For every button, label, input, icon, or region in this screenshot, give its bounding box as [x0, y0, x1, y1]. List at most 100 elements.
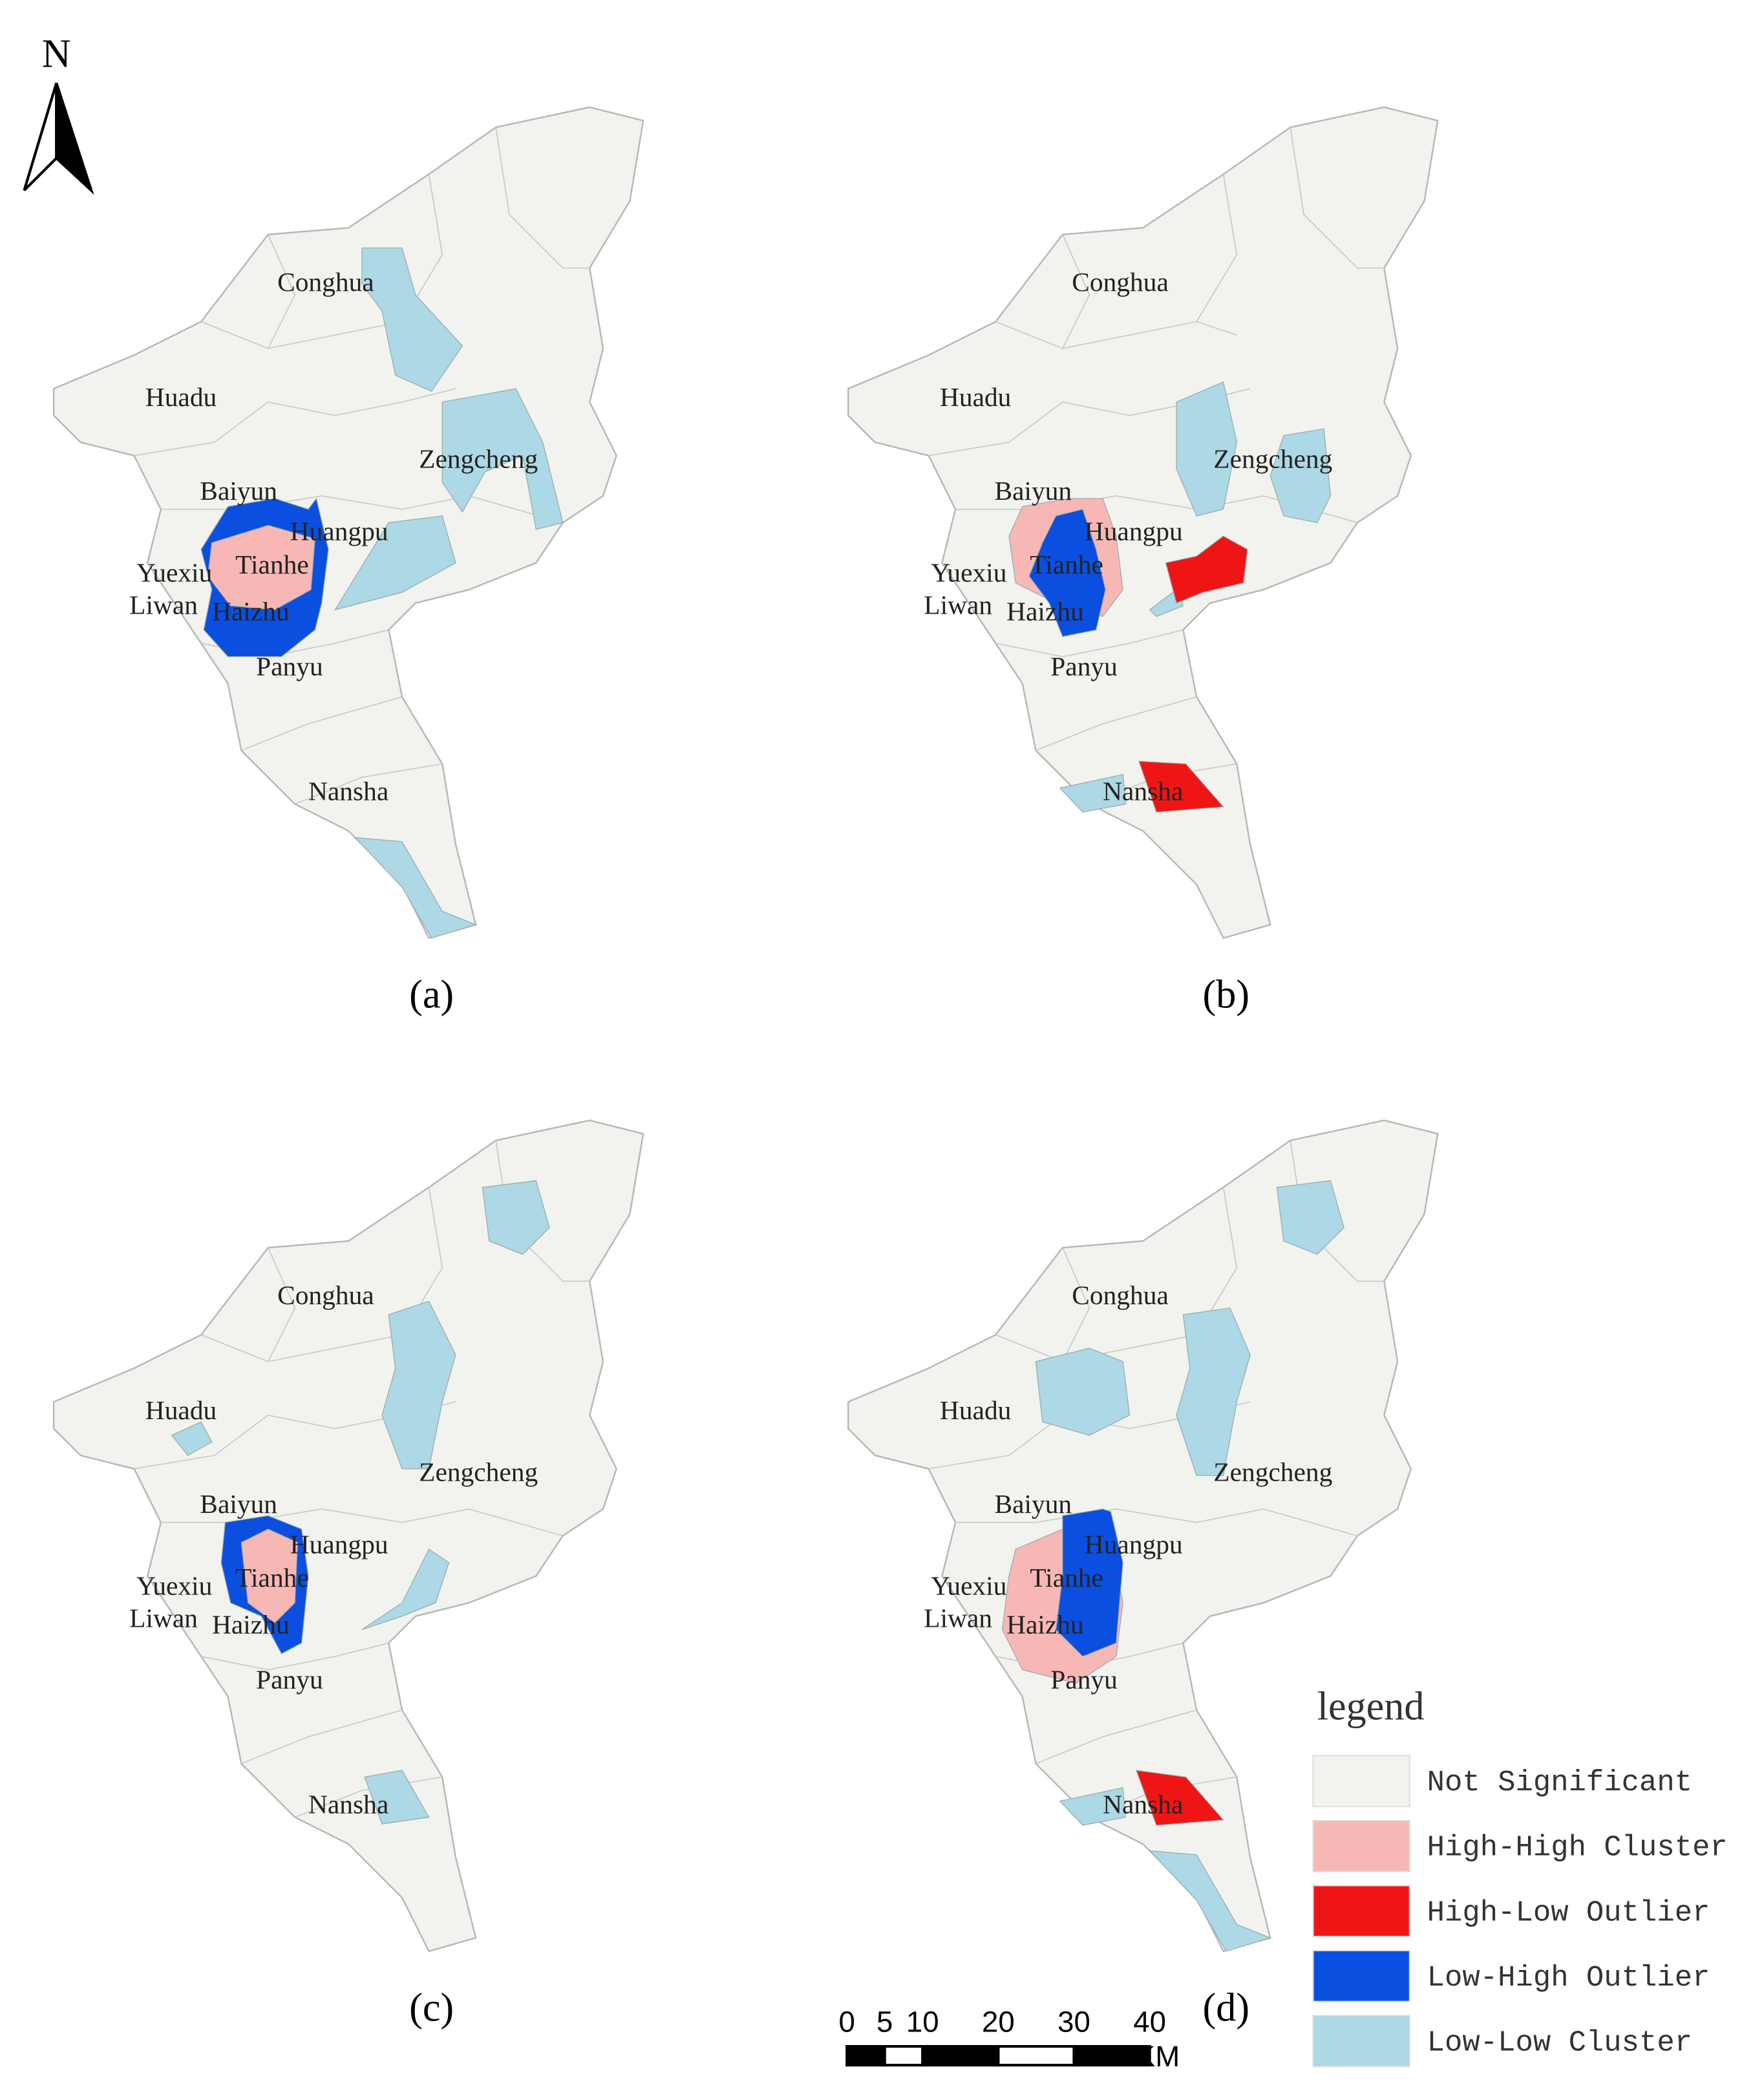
district-label: Nansha: [1103, 1789, 1183, 1819]
legend: legend Not Significant High-High Cluster H…: [1312, 1684, 1728, 2068]
scale-tick-label: 20: [982, 2005, 1015, 2038]
district-label: Huangpu: [1085, 516, 1183, 546]
district-label: Huadu: [940, 1395, 1012, 1425]
cluster-region: [361, 247, 463, 392]
cluster-region: [1055, 1508, 1123, 1657]
district-label: Haizhu: [212, 597, 290, 627]
cluster-region: [361, 1548, 450, 1631]
district-label: Tianhe: [235, 1563, 309, 1592]
district-label: Nansha: [308, 1789, 388, 1819]
district-label: Baiyun: [200, 476, 277, 506]
scale-tick-label: 10: [906, 2005, 939, 2038]
cluster-region: [1176, 381, 1237, 517]
panel-label: (d): [1203, 1986, 1250, 2030]
legend-swatch: [1312, 1819, 1410, 1872]
district-label: Baiyun: [994, 1489, 1072, 1519]
map-panel: Conghua Huadu Baiyun Zengcheng Huangpu Yuexiu…: [52, 106, 644, 1017]
panel-label: (c): [409, 1986, 454, 2030]
district-label: Yuexiu: [931, 558, 1007, 588]
district-label: Huangpu: [290, 1529, 388, 1559]
cluster-region: [171, 1421, 213, 1456]
district-label: Liwan: [924, 1603, 992, 1633]
scale-tick-label: 40: [1133, 2005, 1166, 2038]
district-label: Conghua: [1072, 1280, 1169, 1310]
scale-segment: [883, 2045, 924, 2067]
district-label: Huangpu: [1085, 1529, 1183, 1559]
district-label: Baiyun: [994, 476, 1072, 506]
north-arrow: N: [23, 32, 94, 195]
district-label: Haizhu: [212, 1610, 290, 1640]
cluster-region: [1176, 1307, 1251, 1476]
legend-label: High-Low Outlier: [1427, 1896, 1710, 1929]
district-label: Tianhe: [1030, 1563, 1103, 1592]
legend-label: Low-Low Cluster: [1427, 2026, 1692, 2059]
district-label: Yuexiu: [931, 1571, 1007, 1601]
cluster-region: [1059, 774, 1126, 813]
district-label: Yuexiu: [136, 558, 213, 588]
district-label: Huadu: [145, 1395, 217, 1425]
cluster-region: [381, 1300, 456, 1470]
legend-swatch: [1312, 1755, 1410, 1808]
district-label: Haizhu: [1006, 1610, 1084, 1640]
legend-swatch: [1312, 2015, 1410, 2068]
cluster-region: [1269, 428, 1332, 524]
district-label: Panyu: [1050, 1665, 1118, 1695]
scale-tick-label: 30: [1057, 2005, 1090, 2038]
panel-label: (a): [409, 973, 454, 1017]
legend-label: High-High Cluster: [1427, 1831, 1728, 1865]
district-label: Zengcheng: [1213, 1457, 1332, 1486]
cluster-region: [240, 1528, 299, 1623]
scale-segment: [921, 2045, 1000, 2067]
cluster-region: [1028, 508, 1106, 638]
district-label: Zengcheng: [419, 1457, 538, 1486]
district-label: Liwan: [129, 590, 198, 619]
district-label: Yuexiu: [136, 1571, 213, 1601]
cluster-region: [482, 1180, 550, 1255]
district-label: Tianhe: [1030, 550, 1103, 579]
cluster-region: [207, 524, 315, 610]
district-label: Huadu: [940, 382, 1012, 412]
cluster-region: [1059, 1787, 1126, 1826]
legend-label: Low-High Outlier: [1427, 1961, 1710, 1995]
cluster-region: [1276, 1180, 1344, 1255]
district-label: Liwan: [129, 1603, 198, 1633]
district-label: Zengcheng: [419, 444, 538, 473]
district-label: Tianhe: [235, 550, 309, 579]
district-label: Huangpu: [290, 516, 388, 546]
district-label: Conghua: [277, 267, 374, 297]
cluster-region: [1149, 1850, 1272, 1952]
district-label: Huadu: [145, 382, 217, 412]
scale-tick-label: 0: [839, 2005, 855, 2038]
legend-label: Not Significant: [1427, 1766, 1692, 1799]
legend-title: legend: [1317, 1684, 1425, 1728]
north-label: N: [42, 32, 71, 76]
district-label: Zengcheng: [1213, 444, 1332, 473]
district-label: Baiyun: [200, 1489, 277, 1519]
district-label: Panyu: [256, 652, 323, 681]
scale-unit: KM: [1136, 2040, 1180, 2073]
cluster-region: [334, 515, 456, 611]
district-label: Liwan: [924, 590, 992, 619]
cluster-region: [1165, 535, 1248, 604]
scale-segment: [845, 2045, 886, 2067]
map-panel: Conghua Huadu Baiyun Zengcheng Huangpu Yuexiu…: [847, 1119, 1439, 2030]
cluster-region: [1035, 1347, 1131, 1436]
district-label: Conghua: [277, 1280, 374, 1310]
cluster-region: [1138, 760, 1224, 813]
scale-tick-label: 5: [876, 2005, 893, 2038]
cluster-region: [364, 1770, 430, 1825]
map-panel: Conghua Huadu Baiyun Zengcheng Huangpu Yuexiu…: [52, 1119, 644, 2030]
district-label: Panyu: [1050, 652, 1118, 681]
district-label: Nansha: [1103, 776, 1183, 806]
cluster-region: [441, 388, 564, 530]
district-label: Panyu: [256, 1665, 323, 1695]
map-panel: Conghua Huadu Baiyun Zengcheng Huangpu Yuexiu…: [847, 106, 1439, 1017]
district-label: Conghua: [1072, 267, 1169, 297]
scale-segment: [1072, 2045, 1151, 2067]
district-label: Nansha: [308, 776, 388, 806]
cluster-region: [1135, 1770, 1224, 1826]
legend-swatch: [1312, 1949, 1410, 2002]
scale-segment: [997, 2045, 1076, 2067]
